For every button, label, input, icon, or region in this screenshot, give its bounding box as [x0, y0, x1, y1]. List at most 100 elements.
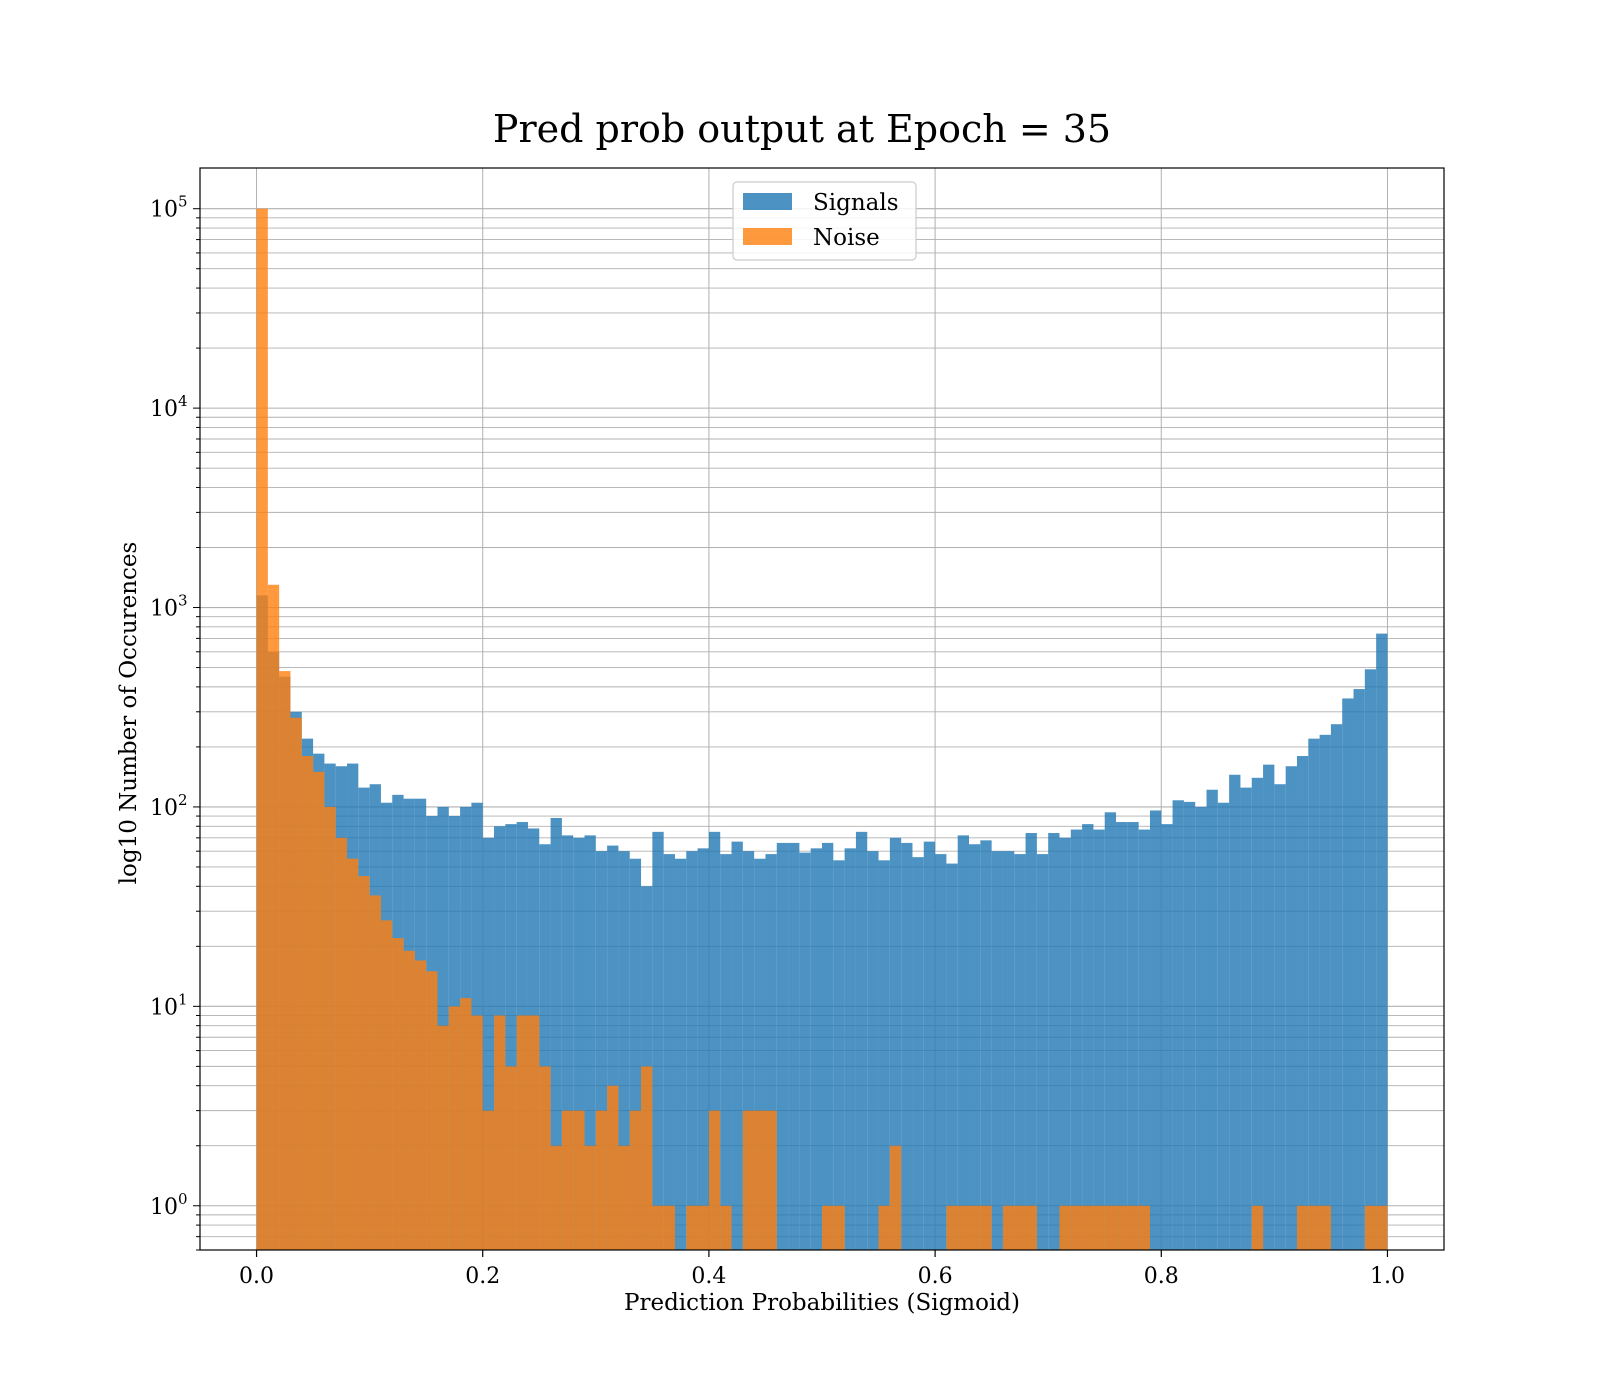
bar-signals [923, 841, 936, 1250]
bar-signals [765, 854, 777, 1250]
bar-signals [573, 837, 585, 1250]
bar-signals [1195, 806, 1207, 1250]
x-tick-label: 0.8 [1144, 1264, 1179, 1289]
bar-noise [1127, 1205, 1139, 1250]
bar-noise [550, 1145, 562, 1250]
bar-signals [878, 860, 890, 1250]
bar-signals [1364, 669, 1377, 1250]
x-tick-label: 1.0 [1370, 1264, 1405, 1289]
bar-noise [878, 1205, 890, 1250]
legend-label-signals: Signals [813, 190, 899, 216]
bar-noise [1104, 1205, 1117, 1250]
bar-noise [1014, 1205, 1026, 1250]
bar-signals [1285, 766, 1297, 1250]
bar-signals [1217, 802, 1230, 1250]
bar-noise [1082, 1205, 1094, 1250]
bar-noise [946, 1205, 958, 1250]
bar-noise [1308, 1205, 1320, 1250]
x-tick-label: 0.4 [691, 1264, 726, 1289]
bar-signals [584, 835, 596, 1250]
bar-signals [1036, 854, 1049, 1250]
series-noise [256, 208, 1388, 1250]
bar-signals [652, 831, 664, 1250]
bar-noise [256, 208, 268, 1250]
bar-noise [482, 1110, 495, 1250]
bar-noise [889, 1145, 902, 1250]
y-tick-label: 101 [150, 990, 188, 1020]
bar-noise [742, 1110, 755, 1250]
y-tick-label: 103 [150, 592, 188, 622]
bar-signals [720, 854, 732, 1250]
bar-noise [516, 1015, 528, 1250]
bar-noise [1059, 1205, 1071, 1250]
bar-signals [561, 835, 574, 1250]
y-tick-label: 105 [150, 193, 188, 223]
bar-noise [686, 1205, 698, 1250]
bar-signals [1263, 764, 1275, 1250]
bar-signals [867, 851, 879, 1250]
bar-noise [437, 1025, 449, 1250]
bar-noise [822, 1205, 834, 1250]
bar-noise [957, 1205, 970, 1250]
bar-signals [686, 851, 698, 1250]
bar-noise [1116, 1205, 1128, 1250]
bar-signals [1048, 833, 1060, 1250]
bar-signals [855, 831, 868, 1250]
y-axis-label: log10 Number of Occurences [116, 542, 142, 885]
bar-signals [663, 854, 675, 1250]
bar-noise [403, 950, 415, 1250]
bar-noise [527, 1015, 540, 1250]
bar-signals [505, 824, 517, 1250]
bar-noise [494, 1015, 506, 1250]
bar-signals [1229, 774, 1241, 1250]
bar-signals [742, 851, 755, 1250]
bar-signals [901, 842, 913, 1250]
bar-noise [641, 1066, 653, 1250]
bar-signals [935, 854, 947, 1250]
bar-signals [1376, 633, 1388, 1250]
bar-noise [460, 998, 472, 1250]
bar-noise [505, 1066, 517, 1250]
bar-noise [980, 1205, 992, 1250]
bar-signals [788, 842, 800, 1250]
x-tick-label: 0.6 [918, 1264, 953, 1289]
legend: Signals Noise [732, 181, 917, 261]
bar-signals [799, 852, 811, 1250]
bar-signals [1251, 777, 1264, 1250]
bars-layer [256, 208, 1388, 1250]
x-tick-label: 0.0 [239, 1264, 274, 1289]
bar-signals [912, 857, 924, 1250]
bar-noise [584, 1145, 596, 1250]
bar-signals [539, 844, 551, 1250]
chart-title: Pred prob output at Epoch = 35 [493, 107, 1111, 151]
bar-signals [607, 845, 619, 1250]
bar-signals [1127, 822, 1139, 1250]
bar-signals [731, 841, 743, 1250]
bar-signals [980, 840, 992, 1250]
bar-signals [1070, 829, 1083, 1250]
bar-noise [595, 1110, 608, 1250]
bar-noise [754, 1110, 766, 1250]
bar-signals [1308, 738, 1320, 1250]
bar-signals [1059, 837, 1071, 1250]
bar-noise [426, 971, 438, 1250]
bar-signals [957, 835, 970, 1250]
bar-noise [1070, 1205, 1083, 1250]
bar-signals [1274, 784, 1286, 1250]
plot-frame [199, 167, 1445, 1251]
bar-noise [358, 876, 370, 1250]
bar-signals [1025, 833, 1037, 1250]
bar-noise [380, 920, 393, 1250]
x-ticks: 0.0 0.2 0.4 0.6 0.8 1.0 [239, 1250, 1405, 1289]
bar-signals [969, 844, 981, 1250]
bar-signals [1240, 787, 1252, 1250]
bar-signals [629, 858, 642, 1250]
legend-swatch-noise [743, 228, 792, 245]
bar-noise [618, 1145, 630, 1250]
bar-signals [550, 818, 562, 1250]
y-tick-label: 102 [150, 791, 188, 821]
bar-noise [1025, 1205, 1037, 1250]
bar-signals [889, 837, 902, 1250]
bar-signals [776, 842, 789, 1250]
